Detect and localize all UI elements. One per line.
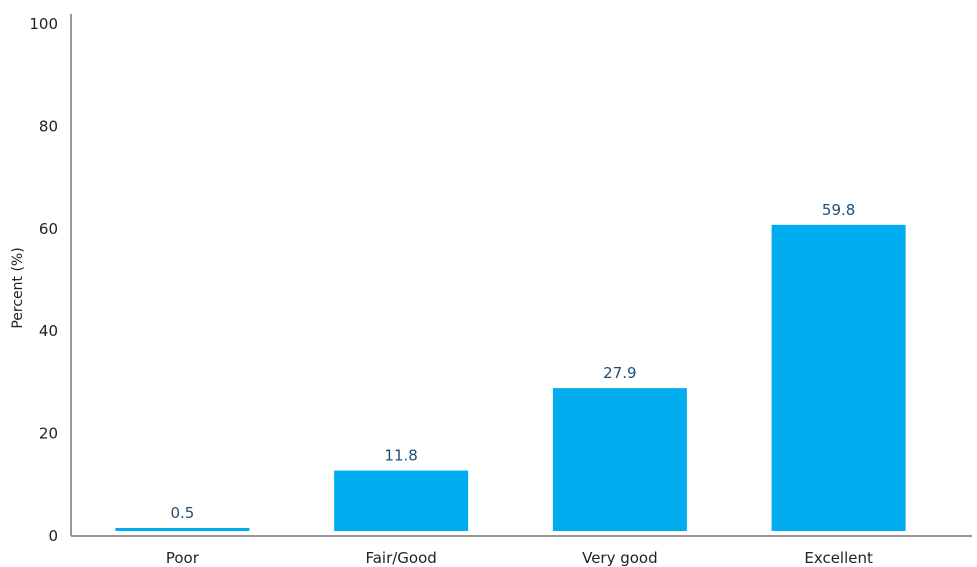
bar-value-label: 11.8 [384, 447, 417, 465]
x-axis-ticks: Poor Fair/Good Very good Excellent [166, 549, 873, 567]
x-tick-label: Excellent [804, 549, 873, 567]
x-tick-label: Very good [582, 549, 658, 567]
bar-value-label: 27.9 [603, 364, 636, 382]
data-labels: 0.5 11.8 27.9 59.8 [170, 201, 855, 522]
x-tick-label: Poor [166, 549, 200, 567]
bar [115, 528, 250, 531]
bar [552, 388, 687, 531]
bar-value-label: 59.8 [822, 201, 855, 219]
bar [771, 224, 906, 531]
y-axis-title: Percent (%) [10, 247, 26, 328]
y-tick-label: 0 [48, 527, 58, 545]
y-tick-label: 60 [39, 220, 58, 238]
y-axis-ticks: 0 20 40 60 80 100 [29, 15, 58, 545]
bars [115, 224, 906, 531]
y-tick-label: 100 [29, 15, 58, 33]
bar [334, 470, 469, 531]
bar-value-label: 0.5 [170, 504, 194, 522]
y-tick-label: 20 [39, 425, 58, 443]
y-tick-label: 80 [39, 117, 58, 135]
x-tick-label: Fair/Good [365, 549, 436, 567]
y-tick-label: 40 [39, 322, 58, 340]
